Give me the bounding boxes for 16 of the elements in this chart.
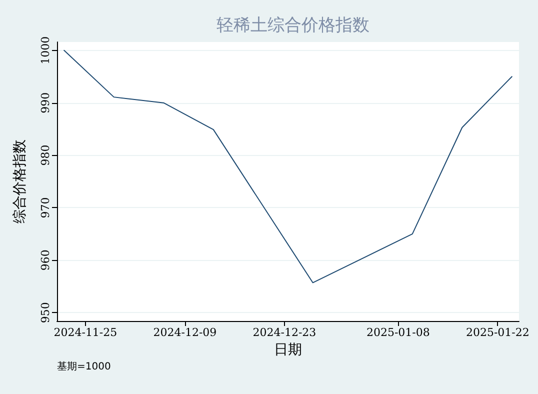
x-tick-label: 2024-12-23 — [252, 326, 316, 339]
y-tick-label: 970 — [39, 197, 52, 218]
text: 基期=1000 — [57, 360, 111, 372]
y-tick-label: 990 — [39, 92, 52, 114]
x-tick-label: 2025-01-22 — [466, 326, 530, 339]
y-tick-label: 1000 — [39, 36, 52, 64]
chart-title: 轻稀土综合价格指数 — [216, 16, 370, 36]
x-tick-label: 2025-01-08 — [366, 326, 430, 339]
y-tick-label: 980 — [39, 144, 52, 166]
y-axis-title: 综合价格指数 — [12, 140, 28, 224]
y-tick-label: 960 — [39, 250, 52, 271]
x-tick-label: 2024-11-25 — [54, 326, 118, 339]
y-tick-label: 950 — [39, 302, 52, 324]
x-axis-title: 日期 — [274, 342, 302, 358]
x-tick-label: 2024-12-09 — [153, 326, 217, 339]
line-series — [64, 50, 512, 284]
